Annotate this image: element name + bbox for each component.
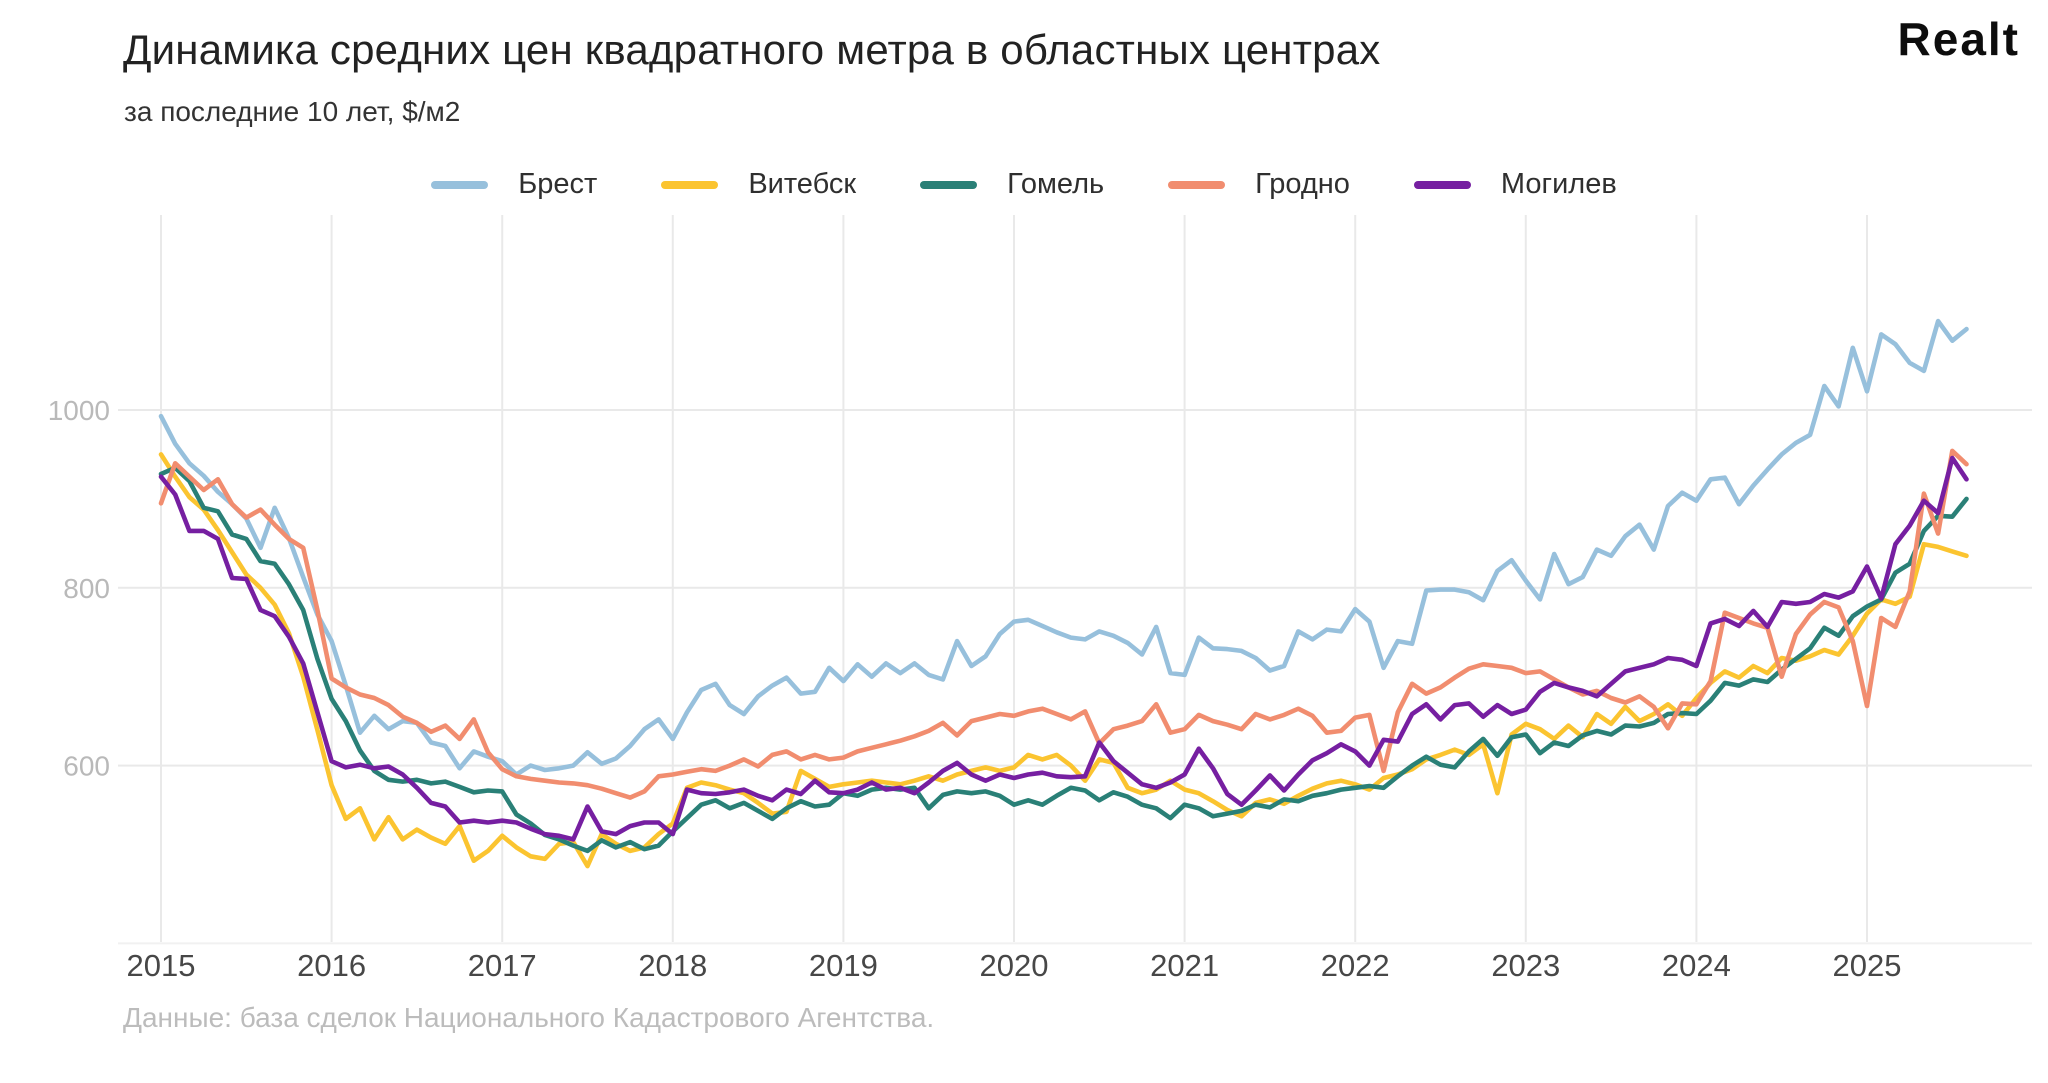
x-axis-label: 2024	[1662, 948, 1731, 983]
series-line-брест	[158, 318, 1969, 777]
legend-swatch-icon	[431, 180, 489, 189]
legend-item-гродно[interactable]: Гродно	[1168, 168, 1350, 201]
legend-item-брест[interactable]: Брест	[431, 168, 597, 201]
legend-item-витебск[interactable]: Витебск	[661, 168, 856, 201]
x-axis-label: 2022	[1321, 948, 1390, 983]
legend-item-могилев[interactable]: Могилев	[1413, 168, 1617, 201]
legend-swatch-icon	[1413, 180, 1471, 189]
page-title: Динамика средних цен квадратного метра в…	[123, 26, 1381, 73]
series-line-гродно	[158, 448, 1969, 800]
legend-item-гомель[interactable]: Гомель	[920, 168, 1104, 201]
legend-label: Гродно	[1255, 168, 1350, 200]
series-line-гомель	[158, 465, 1969, 854]
x-axis-label: 2018	[638, 948, 707, 983]
x-axis-label: 2020	[980, 948, 1049, 983]
legend-swatch-icon	[920, 180, 978, 189]
x-axis-label: 2015	[127, 948, 196, 983]
chart-legend: Брест Витебск Гомель Гродно Могилев	[0, 168, 2048, 201]
legend-label: Гомель	[1007, 168, 1105, 200]
x-axis-label: 2016	[297, 948, 366, 983]
x-axis-label: 2023	[1491, 948, 1560, 983]
legend-swatch-icon	[661, 180, 719, 189]
y-axis-label: 1000	[48, 395, 110, 426]
x-axis-label: 2021	[1150, 948, 1219, 983]
legend-label: Могилев	[1500, 168, 1617, 200]
y-axis-label: 800	[63, 573, 110, 604]
realt-logo: Realt	[1897, 13, 2020, 65]
x-axis-label: 2025	[1833, 948, 1902, 983]
y-axis-label: 600	[63, 751, 110, 782]
series-line-витебск	[158, 452, 1969, 869]
series-line-могилев	[158, 455, 1969, 842]
legend-label: Витебск	[748, 168, 857, 200]
x-axis-label: 2019	[809, 948, 878, 983]
x-axis-label: 2017	[468, 948, 537, 983]
legend-label: Брест	[518, 168, 598, 200]
legend-swatch-icon	[1168, 180, 1226, 189]
data-source: Данные: база сделок Национального Кадаст…	[123, 1002, 935, 1033]
chart-subtitle: за последние 10 лет, $/м2	[124, 96, 461, 127]
